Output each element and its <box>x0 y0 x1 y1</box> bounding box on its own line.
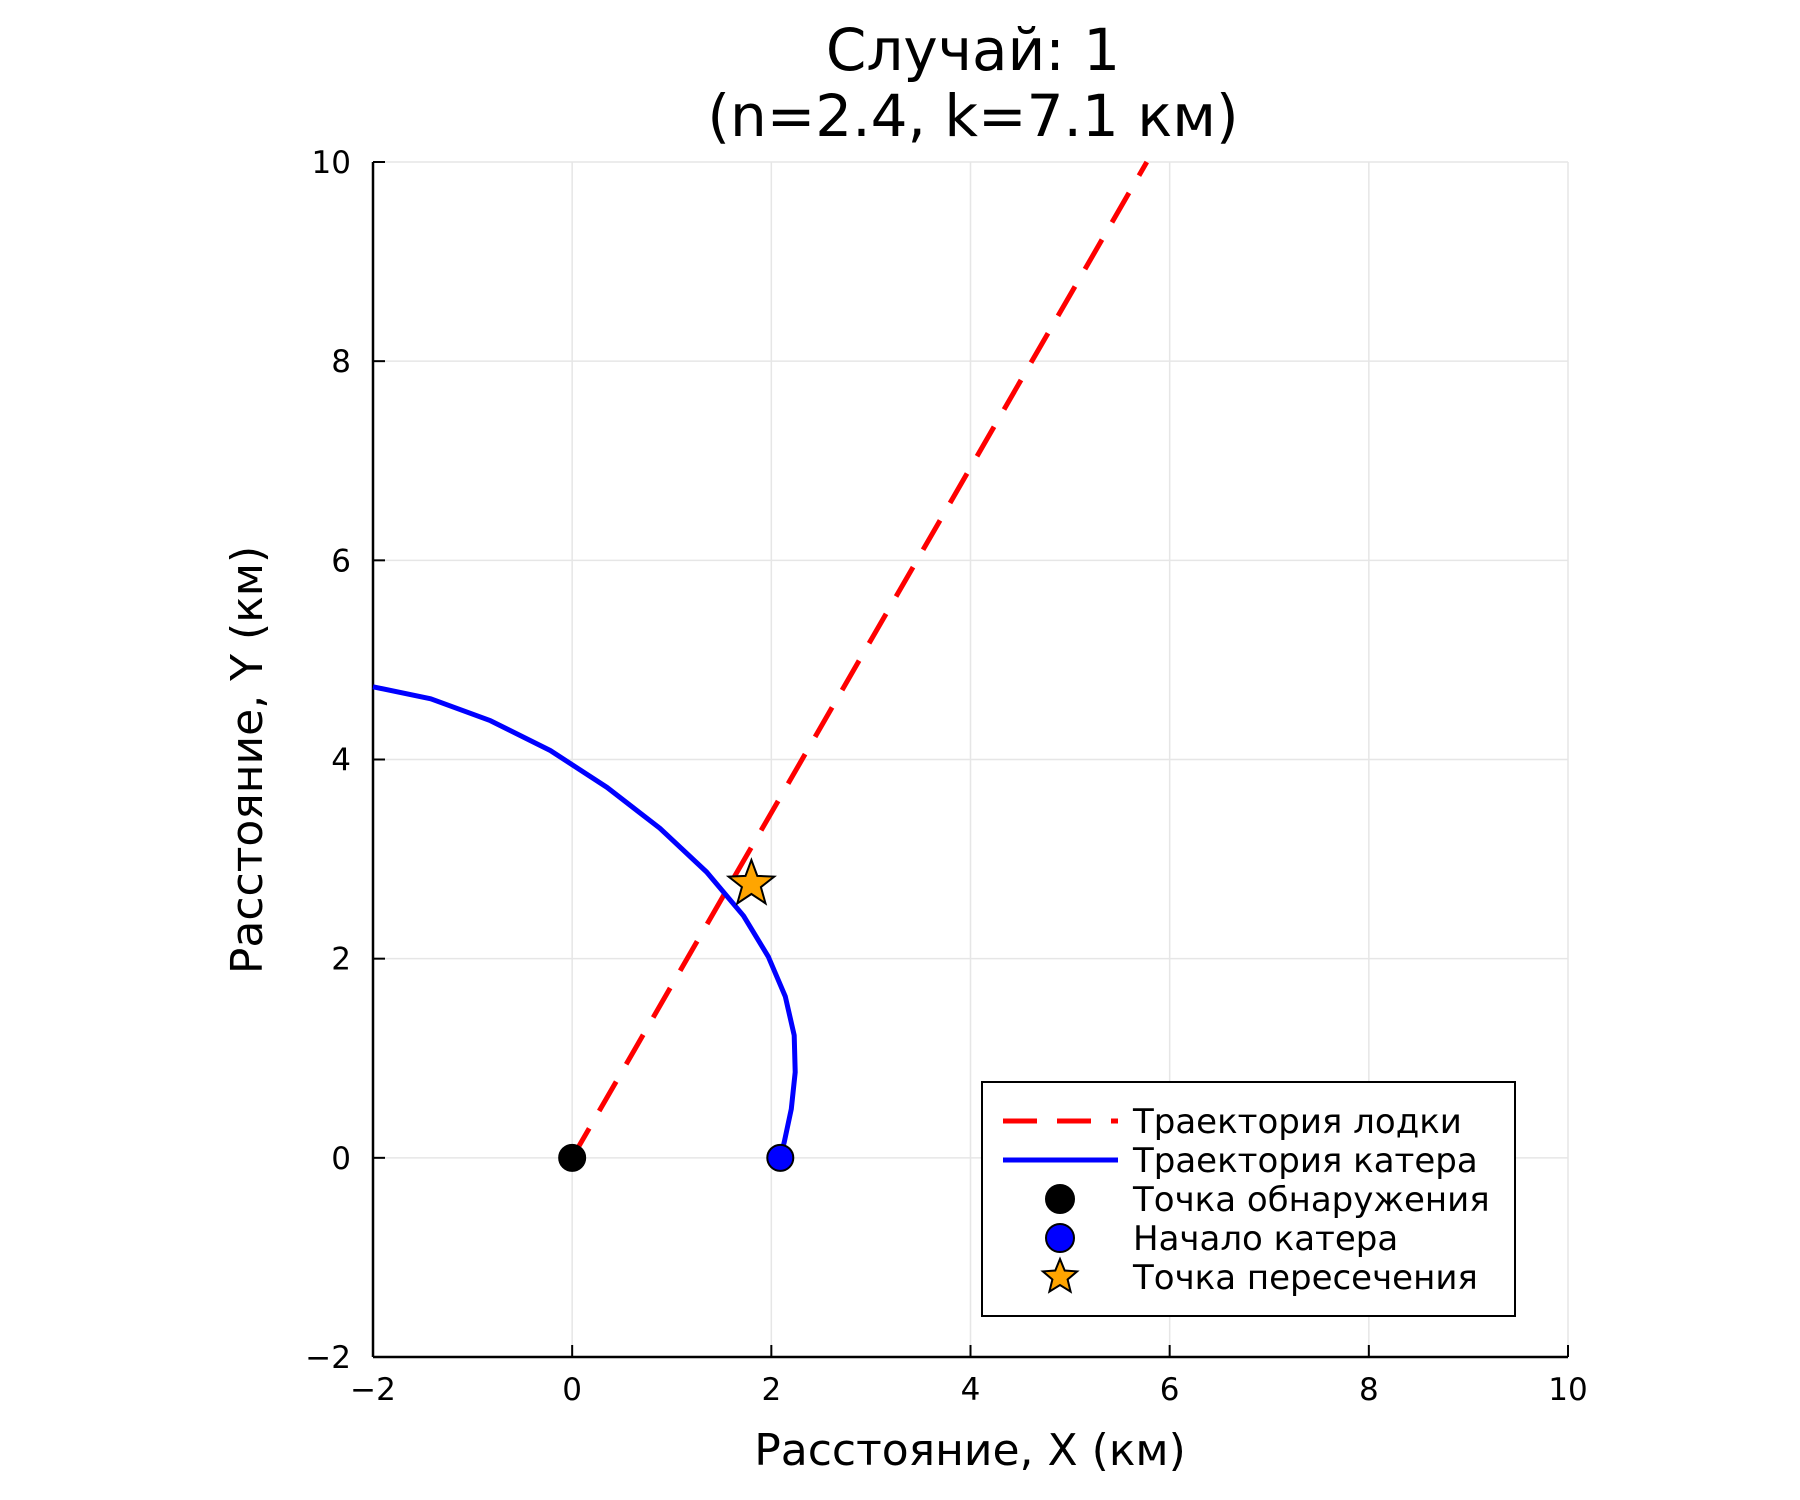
y-tick-label: 10 <box>312 145 351 181</box>
y-axis-label: Расстояние, Y (км) <box>222 546 273 974</box>
series-line <box>372 684 798 1159</box>
y-tick-label: 6 <box>331 543 351 579</box>
y-tick-label: 2 <box>331 942 351 978</box>
legend-marker-swatch <box>1045 1184 1075 1214</box>
chart-title: Случай: 1 <box>826 16 1120 84</box>
legend-marker-swatch <box>1045 1223 1075 1253</box>
x-tick-label: 8 <box>1359 1372 1379 1408</box>
grid-lines <box>372 161 1569 1358</box>
x-tick-label: −2 <box>350 1372 396 1408</box>
x-tick-label: 4 <box>961 1372 981 1408</box>
y-tick-label: 8 <box>331 344 351 380</box>
x-tick-label: 0 <box>562 1372 582 1408</box>
y-tick-label: 0 <box>331 1141 351 1177</box>
legend-marker-swatch <box>1040 1256 1080 1294</box>
series-line <box>570 160 1149 1160</box>
axis-ticks: −2 0 2 4 6 8 10 −2 0 2 4 6 8 10 <box>305 145 1587 1408</box>
series-marker <box>558 1143 587 1172</box>
plot-area <box>372 160 1149 1172</box>
series-marker <box>725 857 777 906</box>
legend-label: Траектория катера <box>1132 1141 1478 1181</box>
chart-subtitle: (n=2.4, k=7.1 км) <box>707 82 1238 150</box>
x-tick-label: 10 <box>1548 1372 1587 1408</box>
legend-label: Точка обнаружения <box>1132 1180 1490 1220</box>
legend-label: Точка пересечения <box>1132 1258 1478 1298</box>
legend-label: Траектория лодки <box>1132 1102 1462 1142</box>
x-tick-label: 6 <box>1160 1372 1180 1408</box>
x-axis-label: Расстояние, X (км) <box>754 1425 1186 1476</box>
x-tick-label: 2 <box>761 1372 781 1408</box>
y-tick-label: −2 <box>305 1340 351 1376</box>
legend-label: Начало катера <box>1133 1219 1398 1259</box>
y-tick-label: 4 <box>331 743 351 779</box>
series-marker <box>766 1143 795 1172</box>
